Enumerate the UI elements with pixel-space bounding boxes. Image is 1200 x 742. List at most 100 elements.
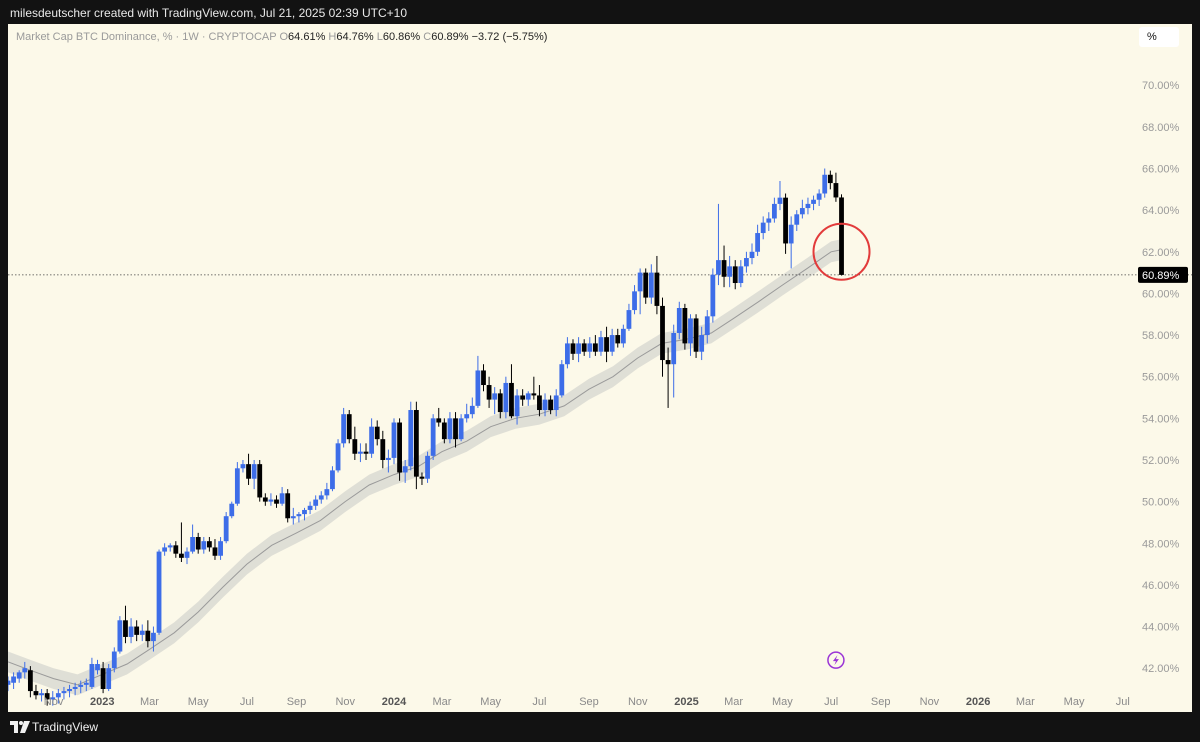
candle-body xyxy=(156,551,162,633)
candle-body xyxy=(497,393,503,413)
candle-body xyxy=(492,393,498,400)
candle-body xyxy=(671,332,677,365)
candle-body xyxy=(391,422,397,458)
candle-body xyxy=(179,553,184,558)
symbol-title: Market Cap BTC Dominance, % · 1W · CRYPT… xyxy=(16,31,277,43)
candle-body xyxy=(609,335,615,352)
candle-body xyxy=(503,382,509,413)
candle-body xyxy=(805,203,811,209)
candle-body xyxy=(570,343,576,354)
candle-body xyxy=(318,495,324,500)
candle-body xyxy=(732,266,738,284)
candle-body xyxy=(50,697,56,700)
candle-body xyxy=(464,414,470,419)
close-value: 60.89% xyxy=(431,31,469,43)
y-tick-label: 48.00% xyxy=(1142,538,1180,550)
candle-body xyxy=(374,426,380,440)
candle-body xyxy=(27,670,33,692)
x-tick-label: Mar xyxy=(724,696,743,708)
x-year-label: 2026 xyxy=(966,696,990,708)
candle-body xyxy=(704,316,710,336)
candle-body xyxy=(229,503,235,517)
candle-body xyxy=(106,668,112,689)
candle-body xyxy=(117,620,123,652)
candle-body xyxy=(419,476,425,479)
candle-body xyxy=(822,174,828,194)
candle-body xyxy=(710,274,716,317)
candle-body xyxy=(531,393,537,396)
candle-body xyxy=(587,343,593,352)
candle-body xyxy=(78,684,84,687)
ma-line xyxy=(8,249,842,686)
candle-body xyxy=(16,672,22,679)
last-price-label: 60.89% xyxy=(1142,270,1180,282)
candle-body xyxy=(727,266,733,277)
candle-body xyxy=(833,183,839,198)
author-credit: milesdeutscher created with TradingView.… xyxy=(10,6,407,20)
high-value: 64.76% xyxy=(336,31,374,43)
candle-body xyxy=(240,464,246,469)
candle-body xyxy=(307,505,313,510)
candle-body xyxy=(145,630,151,642)
x-year-label: 2025 xyxy=(674,696,698,708)
candle-body xyxy=(402,466,408,473)
symbol-legend: Market Cap BTC Dominance, % · 1W · CRYPT… xyxy=(16,31,547,43)
candle-body xyxy=(218,541,223,556)
candle-body xyxy=(61,691,67,694)
candle-body xyxy=(385,457,391,460)
y-tick-label: 58.00% xyxy=(1142,330,1180,342)
candle-body xyxy=(190,537,196,552)
candle-body xyxy=(458,418,464,440)
candle-body xyxy=(654,272,660,306)
candle-body xyxy=(481,370,486,386)
candle-body xyxy=(794,214,800,225)
tradingview-logo-icon[interactable] xyxy=(10,719,30,735)
open-label: O xyxy=(279,31,289,43)
candle-body xyxy=(788,224,794,244)
candle-body xyxy=(760,222,766,234)
candle-body xyxy=(693,318,699,352)
x-tick-label: Sep xyxy=(579,696,599,708)
chart-panel[interactable]: 42.00% 44.00% 46.00% 48.00% 50.00% 52.00% 54.0… xyxy=(8,24,1192,712)
y-tick-label: 52.00% xyxy=(1142,455,1180,467)
chart-svg[interactable]: 42.00% 44.00% 46.00% 48.00% 50.00% 52.00% 54.0… xyxy=(8,24,1192,712)
candle-body xyxy=(486,385,492,400)
candle-body xyxy=(128,626,134,637)
candle-body xyxy=(688,318,693,344)
lightning-icon xyxy=(832,655,839,666)
x-tick-label: May xyxy=(1064,696,1085,708)
change-value: −3.72 (−5.75%) xyxy=(471,31,548,43)
candle-body xyxy=(453,418,458,440)
ma-band xyxy=(8,239,842,696)
candle-body xyxy=(100,668,106,689)
y-tick-label: 46.00% xyxy=(1142,580,1180,592)
candle-body xyxy=(246,464,251,479)
candle-body xyxy=(279,493,285,504)
candle-body xyxy=(380,439,386,460)
candle-body xyxy=(816,193,822,200)
candle-body xyxy=(799,208,805,215)
candle-body xyxy=(413,410,419,477)
x-tick-label: May xyxy=(480,696,501,708)
candle-body xyxy=(212,547,218,556)
candle-body xyxy=(324,489,330,496)
open-value: 64.61% xyxy=(288,31,326,43)
candle-body xyxy=(839,197,844,275)
candle-body xyxy=(565,343,570,365)
candle-body xyxy=(811,199,816,204)
candle-body xyxy=(576,343,581,354)
x-tick-label: Jul xyxy=(1116,696,1130,708)
candle-body xyxy=(475,370,481,406)
candle-body xyxy=(201,541,207,550)
tradingview-brand[interactable]: TradingView xyxy=(32,720,99,734)
candle-body xyxy=(425,455,430,479)
candle-body xyxy=(626,310,632,329)
candle-body xyxy=(95,664,100,671)
candle-body xyxy=(744,258,749,267)
candle-body xyxy=(268,499,274,502)
percent-scale-button[interactable]: % xyxy=(1139,27,1179,47)
candle-body xyxy=(162,547,168,552)
y-tick-label: 56.00% xyxy=(1142,372,1180,384)
x-tick-label: Mar xyxy=(140,696,159,708)
candle-body xyxy=(637,272,643,292)
